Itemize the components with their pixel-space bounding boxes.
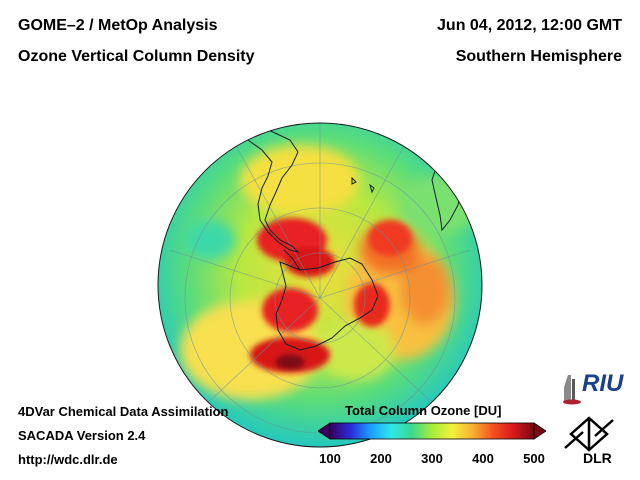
riu-logo-icon [563, 375, 581, 405]
method-label: 4DVar Chemical Data Assimilation [18, 404, 229, 419]
url-link[interactable]: http://wdc.dlr.de [18, 452, 118, 467]
high-ozone-cells [250, 218, 412, 373]
riu-logo-text: RIU [582, 370, 624, 397]
colorbar-tick-400: 400 [472, 451, 494, 466]
colorbar-tick-300: 300 [421, 451, 443, 466]
version-label: SACADA Version 2.4 [18, 428, 146, 443]
colorbar-tick-500: 500 [523, 451, 545, 466]
colorbar-low-arrow [318, 422, 331, 440]
south-america-coastline [231, 123, 300, 253]
dlr-logo-icon [564, 416, 614, 452]
colorbar-tick-200: 200 [370, 451, 392, 466]
colorbar-title: Total Column Ozone [DU] [345, 403, 502, 418]
region-label: Southern Hemisphere [455, 48, 622, 65]
product-title: GOME–2 / MetOp Analysis [18, 17, 218, 34]
datetime-label: Jun 04, 2012, 12:00 GMT [437, 17, 622, 34]
islands [351, 176, 375, 194]
antarctic-peninsula [283, 249, 301, 271]
globe-outline [157, 122, 483, 448]
colorbar-high-arrow [533, 422, 546, 440]
antarctica-coastline [275, 257, 379, 351]
dlr-logo-text: DLR [583, 450, 612, 466]
globe-disc [158, 123, 482, 447]
quantity-title: Ozone Vertical Column Density [18, 48, 255, 65]
colorbar [318, 422, 546, 440]
colorbar-ramp [329, 422, 535, 440]
colorbar-tick-100: 100 [319, 451, 341, 466]
graticule [169, 123, 471, 434]
